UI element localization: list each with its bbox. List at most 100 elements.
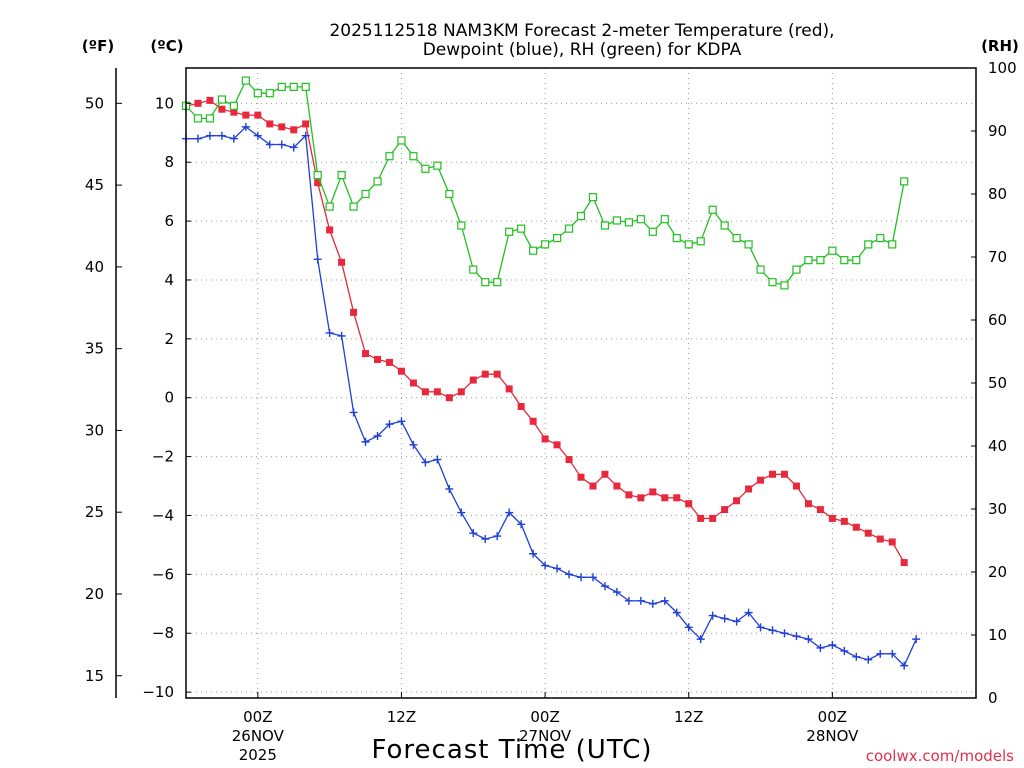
dewpoint-point — [397, 417, 406, 426]
rh-point — [193, 114, 203, 123]
temperature-point — [254, 111, 262, 119]
dewpoint-point — [780, 629, 789, 638]
temperature-series — [182, 96, 908, 567]
temperature-point — [721, 506, 729, 514]
dewpoint-point — [265, 140, 274, 149]
rh-point — [780, 281, 789, 290]
x-tick-label: 12Z — [387, 708, 416, 726]
temperature-point — [804, 500, 812, 508]
temperature-point — [397, 367, 405, 375]
rh-point — [445, 189, 454, 199]
rh-point — [684, 240, 693, 249]
temperature-point — [757, 476, 765, 484]
temperature-point — [278, 123, 286, 131]
temperature-point — [314, 179, 322, 187]
celsius-tick-label: 8 — [164, 153, 174, 171]
dewpoint-point — [708, 611, 717, 620]
dewpoint-point — [349, 408, 358, 417]
rh-point — [576, 211, 586, 221]
rh-point — [756, 265, 765, 274]
rh-point — [540, 240, 550, 249]
rh-point — [648, 227, 657, 236]
temperature-point — [469, 376, 477, 384]
dewpoint-point — [361, 437, 370, 446]
rh-point — [433, 161, 442, 170]
temperature-point — [769, 470, 777, 478]
temperature-point — [685, 500, 693, 508]
dewpoint-point — [493, 532, 502, 541]
rh-tick-label: 80 — [988, 185, 1007, 203]
dewpoint-point — [541, 561, 550, 570]
rh-tick-label: 10 — [988, 626, 1007, 644]
rh-point — [241, 76, 250, 85]
rh-point — [588, 193, 598, 202]
rh-point — [385, 152, 394, 161]
chart-title-line2: Dewpoint (blue), RH (green) for KDPA — [423, 40, 742, 60]
celsius-tick-label: −2 — [152, 448, 174, 466]
rh-point — [792, 265, 801, 274]
rh-tick-label: 20 — [988, 563, 1007, 581]
dewpoint-point — [588, 573, 597, 582]
temperature-point — [852, 523, 860, 531]
dewpoint-series — [182, 122, 921, 670]
fahrenheit-tick-label: 50 — [85, 94, 104, 112]
dewpoint-point — [253, 131, 262, 140]
dewpoint-point — [217, 131, 226, 140]
rh-point — [600, 221, 610, 230]
celsius-unit-label: (ºC) — [150, 37, 183, 55]
temperature-point — [517, 403, 525, 411]
dewpoint-point — [529, 549, 538, 558]
fahrenheit-tick-label: 30 — [85, 421, 104, 439]
celsius-tick-label: −6 — [152, 565, 174, 583]
dewpoint-line — [186, 126, 917, 667]
rh-point — [720, 221, 729, 230]
x-tick-label: 00Z — [818, 708, 847, 726]
rh-point — [373, 177, 382, 186]
dewpoint-point — [696, 635, 705, 644]
rh-point — [409, 152, 418, 161]
dewpoint-point — [433, 455, 442, 464]
temperature-point — [828, 514, 836, 522]
x-date-label: 27NOV — [519, 727, 572, 745]
tick-layer: 1086420−2−4−6−8−105045403530252015100908… — [85, 59, 1017, 764]
rh-point — [493, 278, 502, 287]
temperature-point — [218, 105, 226, 113]
rh-point — [313, 171, 322, 180]
dewpoint-point — [612, 588, 621, 597]
dewpoint-point — [205, 131, 214, 140]
x-axis-label: Forecast Time (UTC) — [371, 735, 652, 765]
temperature-point — [194, 99, 202, 107]
celsius-tick-label: 4 — [164, 271, 174, 289]
temperature-point — [457, 388, 465, 396]
rh-point — [457, 221, 466, 230]
dewpoint-point — [517, 520, 526, 529]
rh-point — [229, 101, 238, 110]
rh-point — [265, 89, 274, 98]
temperature-point — [625, 491, 633, 499]
rh-point — [876, 234, 885, 243]
rh-tick-label: 100 — [988, 59, 1017, 77]
rh-point — [205, 114, 215, 123]
dewpoint-point — [229, 134, 238, 143]
temperature-point — [553, 441, 561, 449]
credit-text: coolwx.com/models — [866, 747, 1014, 765]
rh-point — [864, 240, 873, 249]
dewpoint-point — [409, 440, 418, 449]
dewpoint-point — [469, 529, 478, 538]
temperature-point — [589, 482, 597, 490]
dewpoint-point — [684, 623, 693, 632]
temperature-point — [493, 370, 501, 378]
dewpoint-point — [289, 143, 298, 152]
dewpoint-point — [385, 420, 394, 429]
temperature-point — [745, 485, 753, 493]
rh-point — [217, 95, 227, 104]
dewpoint-point — [660, 596, 669, 605]
celsius-tick-label: −4 — [152, 506, 174, 524]
rh-point — [505, 227, 514, 236]
temperature-point — [780, 470, 788, 478]
rh-series — [181, 76, 909, 290]
rh-point — [397, 136, 406, 145]
fahrenheit-tick-label: 20 — [85, 585, 104, 603]
temperature-point — [864, 529, 872, 537]
dewpoint-point — [720, 614, 729, 623]
